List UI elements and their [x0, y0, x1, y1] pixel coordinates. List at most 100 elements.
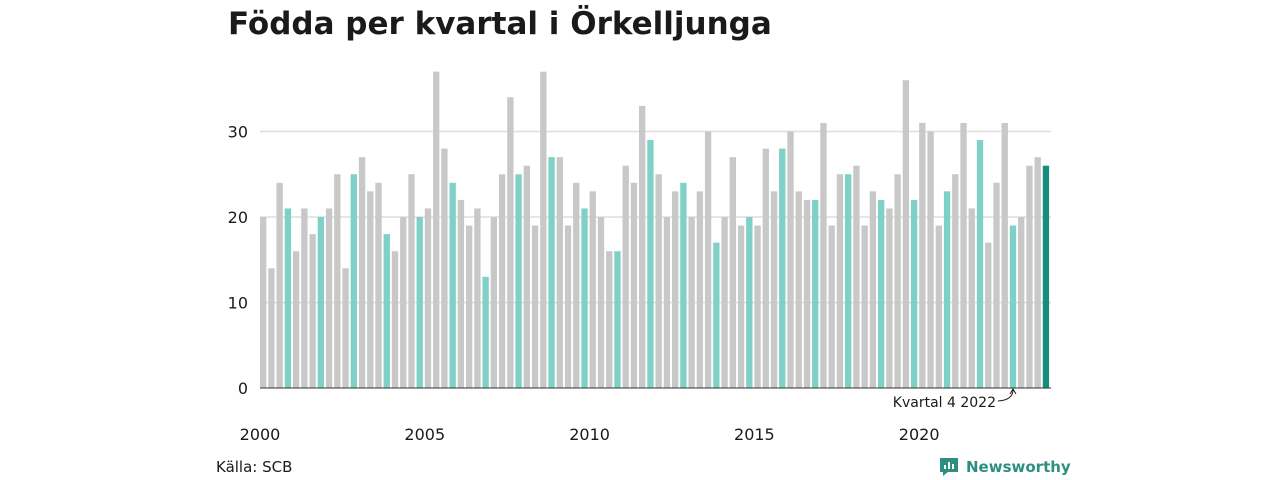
bar	[688, 217, 695, 388]
x-tick-label: 2020	[899, 425, 940, 444]
bar	[581, 208, 588, 388]
bar	[606, 251, 613, 388]
bar	[614, 251, 621, 388]
bar	[853, 165, 860, 388]
bar	[507, 97, 514, 389]
bar	[943, 191, 951, 388]
bar	[309, 234, 316, 388]
bar	[655, 174, 662, 388]
bar	[787, 131, 794, 388]
bar	[260, 217, 267, 388]
bar	[498, 174, 506, 388]
x-tick-label: 2000	[240, 425, 281, 444]
bar	[993, 182, 1000, 388]
bar	[886, 208, 893, 388]
bar	[367, 191, 374, 388]
bar	[400, 217, 407, 388]
bar	[1026, 165, 1033, 388]
bar	[746, 217, 753, 388]
bar	[441, 148, 448, 388]
bar	[284, 208, 292, 388]
bar	[960, 122, 967, 388]
bar	[877, 199, 885, 388]
bar	[1009, 225, 1017, 388]
bar	[919, 122, 926, 388]
bar	[334, 174, 341, 388]
bar	[325, 208, 333, 388]
bar	[754, 225, 761, 388]
bar	[762, 148, 769, 388]
bar	[465, 225, 473, 388]
y-tick-label: 0	[238, 379, 248, 398]
bar	[268, 268, 275, 388]
bar	[573, 182, 580, 388]
bar	[457, 199, 465, 388]
bar	[696, 191, 704, 388]
bar	[556, 157, 563, 388]
bar	[531, 225, 539, 388]
bar	[589, 191, 596, 388]
bar	[770, 191, 778, 388]
y-tick-label: 10	[228, 294, 248, 313]
source-label: Källa: SCB	[216, 458, 293, 476]
bar	[301, 208, 308, 388]
bar	[952, 174, 959, 388]
bar	[704, 131, 712, 388]
bar	[820, 122, 827, 388]
newsworthy-icon	[940, 458, 958, 476]
x-tick-label: 2015	[734, 425, 775, 444]
bar	[482, 276, 489, 388]
y-axis-ticks: 0 10 20 30	[228, 123, 248, 399]
bars	[260, 71, 1051, 389]
bar	[1018, 217, 1025, 388]
x-tick-label: 2010	[569, 425, 610, 444]
bar	[968, 208, 975, 388]
annotation: Kvartal 4 2022	[893, 388, 1017, 411]
bar	[1001, 122, 1008, 388]
bar	[845, 174, 852, 388]
bar	[671, 191, 679, 388]
x-tick-label: 2005	[404, 425, 445, 444]
bar	[564, 225, 572, 388]
bar	[795, 191, 802, 388]
chart-title: Födda per kvartal i Örkelljunga	[228, 6, 772, 42]
bar	[729, 157, 736, 388]
bar-chart: 0 10 20 30 2000 2005 2010 2015 2020 Kvartal 4 2…	[228, 71, 1051, 444]
bar	[449, 182, 456, 388]
y-tick-label: 30	[228, 123, 248, 142]
bar	[869, 191, 877, 388]
bar	[894, 174, 901, 388]
bar	[861, 225, 868, 388]
bar	[416, 217, 423, 388]
bar	[515, 174, 522, 388]
brand-name: Newsworthy	[966, 458, 1071, 476]
bar	[630, 182, 638, 388]
bar	[639, 105, 646, 388]
bar	[836, 174, 844, 388]
bar	[375, 182, 382, 388]
bar	[474, 208, 481, 388]
bar	[358, 157, 366, 388]
bar	[424, 208, 432, 388]
bar	[490, 217, 498, 388]
bar	[292, 251, 300, 388]
bar	[540, 71, 547, 389]
bar	[342, 268, 349, 388]
annotation-arrowhead	[1009, 388, 1017, 395]
bar	[408, 174, 415, 388]
bar	[548, 157, 555, 388]
bar	[803, 199, 811, 388]
annotation-arrow	[997, 389, 1014, 402]
bar	[680, 182, 687, 388]
bar	[976, 140, 984, 388]
bar	[713, 242, 720, 388]
x-axis-ticks: 2000 2005 2010 2015 2020	[240, 425, 940, 444]
bar	[317, 217, 325, 388]
brand-logo: Newsworthy	[938, 456, 1071, 478]
bar	[1042, 165, 1050, 388]
bar	[1034, 157, 1041, 388]
bar	[902, 80, 910, 388]
bar	[828, 225, 835, 388]
bar	[433, 71, 440, 389]
bar	[276, 182, 283, 388]
